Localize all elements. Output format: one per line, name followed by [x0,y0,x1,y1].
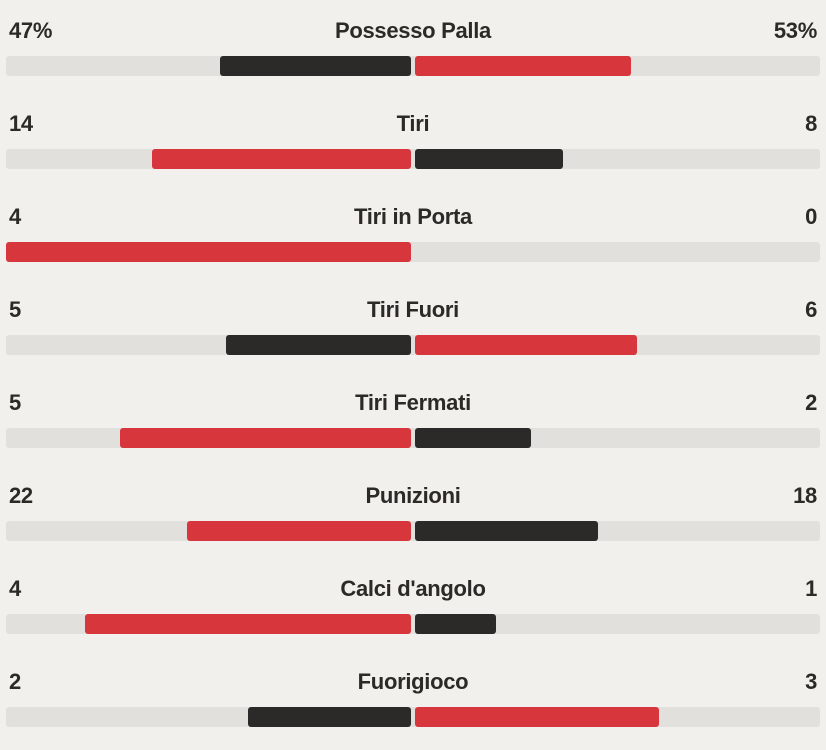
home-bar [6,242,411,262]
stat-labels: 5 Tiri Fuori 6 [6,297,820,325]
stat-bar-track [6,521,820,541]
home-bar [85,614,411,634]
away-bar [415,614,497,634]
stat-labels: 4 Calci d'angolo 1 [6,576,820,604]
home-value: 5 [9,390,21,415]
away-bar [415,707,660,727]
away-value: 6 [805,297,817,322]
stat-bar-track [6,149,820,169]
away-bar [415,335,637,355]
away-value: 1 [805,576,817,601]
stat-label: Tiri Fuori [367,297,459,322]
stat-label: Punizioni [365,483,461,508]
stat-label: Tiri Fermati [355,390,471,415]
away-bar [415,56,631,76]
stat-row: 14 Tiri 8 [6,99,820,192]
stat-row: 4 Calci d'angolo 1 [6,564,820,657]
stat-bar-track [6,335,820,355]
away-value: 0 [805,204,817,229]
away-bar [415,149,563,169]
home-value: 5 [9,297,21,322]
stat-bar-track [6,707,820,727]
stat-label: Tiri [396,111,430,136]
stat-bar-track [6,428,820,448]
home-value: 47% [9,18,53,43]
stat-labels: 4 Tiri in Porta 0 [6,204,820,232]
stat-row: 4 Tiri in Porta 0 [6,192,820,285]
home-bar [187,521,411,541]
home-value: 4 [9,204,21,229]
away-value: 3 [805,669,817,694]
home-value: 4 [9,576,21,601]
stat-row: 22 Punizioni 18 [6,471,820,564]
stat-label: Fuorigioco [357,669,469,694]
stat-labels: 2 Fuorigioco 3 [6,669,820,697]
stat-labels: 47% Possesso Palla 53% [6,18,820,46]
away-value: 53% [773,18,817,43]
stat-row: 47% Possesso Palla 53% [6,6,820,99]
stat-row: 5 Tiri Fuori 6 [6,285,820,378]
stat-bar-track [6,614,820,634]
stat-labels: 22 Punizioni 18 [6,483,820,511]
stat-label: Tiri in Porta [354,204,472,229]
away-value: 18 [793,483,817,508]
home-bar [152,149,411,169]
home-bar [219,56,411,76]
stat-bar-track [6,56,820,76]
home-bar [248,707,411,727]
stat-label: Possesso Palla [334,18,491,43]
home-value: 22 [9,483,33,508]
away-bar [415,521,599,541]
stat-labels: 5 Tiri Fermati 2 [6,390,820,418]
home-value: 2 [9,669,21,694]
away-value: 2 [805,390,817,415]
stat-row: 2 Fuorigioco 3 [6,657,820,750]
home-bar [120,428,411,448]
stat-label: Calci d'angolo [340,576,486,601]
stat-labels: 14 Tiri 8 [6,111,820,139]
home-value: 14 [9,111,33,136]
stat-bar-track [6,242,820,262]
away-bar [415,428,532,448]
home-bar [226,335,411,355]
away-value: 8 [805,111,817,136]
stat-row: 5 Tiri Fermati 2 [6,378,820,471]
